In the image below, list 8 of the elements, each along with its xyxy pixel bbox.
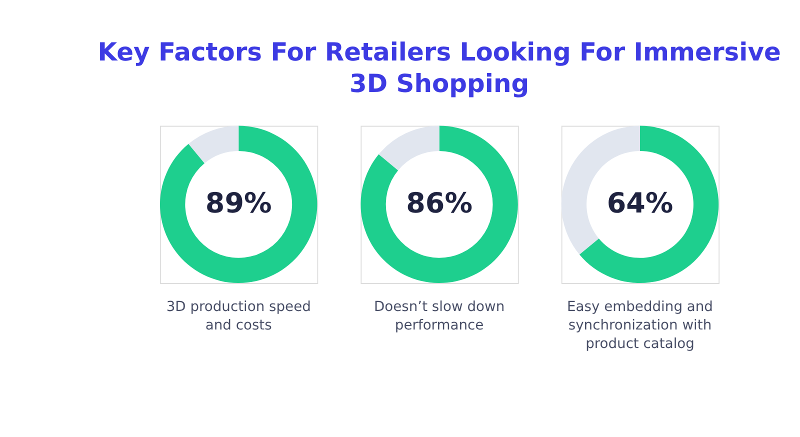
donut-slice: [579, 126, 719, 284]
text: Easy embedding and synchronization with product catalog: [567, 298, 713, 352]
text: Key Factors For Retailers Looking For Immersive 3D Shopping: [98, 38, 781, 98]
text: Doesn’t slow down performance: [374, 298, 505, 334]
data-label: 86%: [406, 186, 472, 220]
data-label: 89%: [205, 186, 272, 220]
data-label: 64%: [606, 186, 674, 220]
text: 3D production speed and costs: [166, 298, 311, 334]
